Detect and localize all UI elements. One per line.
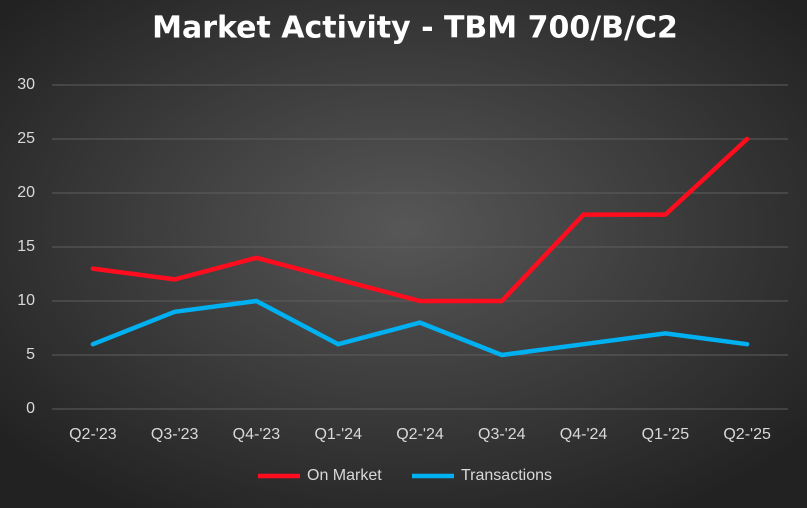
x-tick-label: Q3-'24 [478,426,526,443]
y-tick-label: 30 [17,76,35,93]
legend-label: Transactions [461,467,552,484]
x-tick-label: Q1-'24 [314,426,362,443]
legend-label: On Market [307,467,382,484]
y-tick-label: 10 [17,292,35,309]
y-tick-label: 15 [17,238,35,255]
y-tick-label: 0 [26,400,35,417]
y-tick-label: 5 [26,346,35,363]
x-tick-label: Q3-'23 [151,426,199,443]
x-tick-label: Q2-'25 [723,426,771,443]
x-tick-label: Q2-'23 [69,426,117,443]
x-tick-label: Q2-'24 [396,426,444,443]
chart-title: Market Activity - TBM 700/B/C2 [152,11,678,46]
x-tick-label: Q4-'23 [233,426,281,443]
x-tick-label: Q1-'25 [642,426,690,443]
y-tick-label: 20 [17,184,35,201]
data-line [90,136,750,304]
x-tick-label: Q4-'24 [560,426,608,443]
y-tick-label: 25 [17,130,35,147]
data-line [90,298,750,358]
